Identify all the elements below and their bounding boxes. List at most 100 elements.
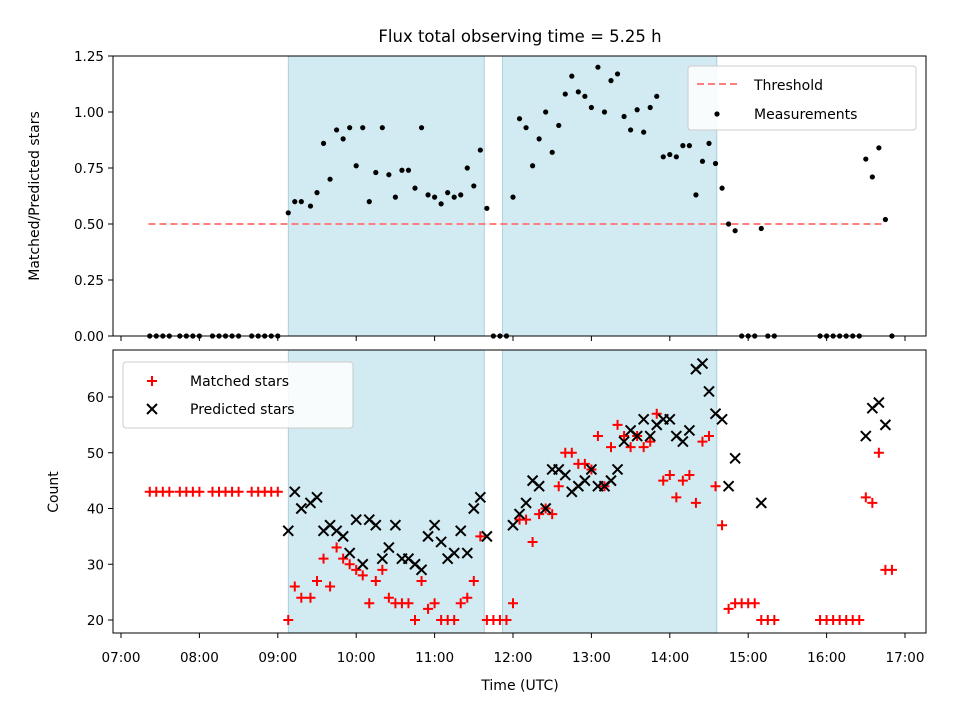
measurement-point — [556, 122, 562, 129]
predicted-star-marker — [644, 430, 656, 442]
predicted-stars-series — [282, 357, 892, 576]
x-tick-label: 09:00 — [258, 650, 297, 666]
x-tick-label: 08:00 — [180, 650, 219, 666]
measurement-point — [510, 194, 516, 200]
x-tick-label: 11:00 — [415, 650, 454, 666]
matched-star-marker — [429, 598, 440, 609]
matched-star-marker — [749, 598, 760, 609]
measurement-point — [536, 136, 542, 142]
predicted-star-marker — [755, 497, 767, 509]
top-plot-frame — [112, 55, 927, 337]
matched-star-marker — [769, 615, 780, 625]
measurement-point — [418, 125, 425, 131]
matched-star-marker — [331, 542, 342, 553]
bottom-x-axis: 07:00 08:00 09:00 10:00 11:00 12:00 13:00 14:00… — [102, 633, 925, 666]
measurement-point — [285, 210, 291, 216]
x-tick-label: 17:00 — [886, 650, 925, 666]
y-tick-label: 40 — [87, 502, 104, 518]
matched-star-marker — [579, 458, 590, 469]
matched-star-marker — [410, 615, 420, 625]
bottom-x-axis-label: Time (UTC) — [480, 678, 558, 694]
measurement-point — [353, 163, 359, 169]
predicted-star-marker — [729, 452, 741, 465]
predicted-star-marker — [289, 486, 301, 498]
measurement-point — [484, 205, 490, 211]
matched-star-marker — [664, 470, 675, 481]
matched-star-marker — [233, 486, 244, 497]
measurement-point — [347, 125, 353, 131]
predicted-star-marker — [722, 480, 735, 492]
matched-star-marker — [697, 436, 708, 447]
predicted-star-marker — [631, 430, 643, 442]
matched-star-marker — [860, 492, 871, 503]
predicted-star-marker — [370, 519, 382, 531]
matched-star-marker — [423, 603, 434, 614]
measurement-point — [595, 64, 601, 70]
matched-star-marker — [619, 431, 630, 442]
matched-star-marker — [527, 536, 538, 547]
measurement-point — [298, 199, 304, 205]
predicted-star-marker — [337, 530, 349, 543]
measurement-point — [530, 163, 536, 169]
matched-star-marker — [553, 481, 564, 492]
matched-star-marker — [547, 509, 558, 520]
predicted-star-marker — [703, 385, 715, 398]
matched-star-marker — [468, 575, 479, 586]
predicted-star-marker — [350, 513, 362, 526]
measurement-point — [693, 192, 699, 198]
x-tick-label: 14:00 — [650, 650, 689, 666]
legend-box — [122, 361, 354, 429]
measurement-point — [614, 71, 621, 77]
measurement-point — [621, 113, 627, 120]
predicted-star-marker — [343, 547, 356, 559]
measurement-point — [582, 93, 588, 99]
matched-star-marker — [296, 592, 307, 603]
measurement-point — [628, 127, 634, 133]
predicted-star-marker — [507, 519, 519, 531]
predicted-star-marker — [448, 547, 460, 559]
y-tick-label: 20 — [87, 613, 104, 629]
measurement-point — [699, 158, 706, 164]
matched-star-marker — [403, 598, 414, 609]
measurement-point — [458, 192, 464, 198]
top-y-axis: 0.00 0.25 0.50 0.75 1.00 1.25 — [74, 49, 113, 345]
legend-threshold-label: Threshold — [753, 78, 823, 94]
chart-title: Flux total observing time = 5.25 h — [378, 27, 661, 46]
y-tick-label: 1.25 — [74, 49, 104, 65]
measurement-point — [686, 143, 693, 149]
measurement-point — [327, 176, 333, 182]
predicted-star-marker — [513, 508, 526, 520]
matched-star-marker — [671, 492, 682, 503]
x-tick-label: 10:00 — [337, 650, 376, 666]
matched-star-marker — [625, 442, 636, 453]
matched-star-marker — [283, 615, 294, 625]
x-tick-label: 15:00 — [729, 650, 768, 666]
matched-star-marker — [651, 408, 662, 419]
matched-star-marker — [338, 553, 349, 564]
matched-star-marker — [638, 442, 649, 453]
matched-star-marker — [566, 447, 577, 458]
matched-star-marker — [873, 447, 884, 458]
measurement-point — [647, 104, 653, 111]
y-tick-label: 0.00 — [74, 329, 104, 345]
predicted-star-marker — [585, 463, 598, 476]
matched-star-marker — [854, 615, 865, 625]
matched-star-marker — [344, 559, 355, 570]
measurement-point — [641, 129, 647, 135]
legend-measurements-label: Measurements — [754, 107, 857, 123]
legend-measurements-swatch — [714, 111, 720, 117]
measurement-point — [379, 125, 385, 131]
matched-star-marker — [886, 564, 897, 575]
matched-star-marker — [305, 592, 316, 603]
matched-star-marker — [370, 575, 381, 586]
matched-star-marker — [704, 431, 714, 442]
x-tick-label: 07:00 — [102, 650, 141, 666]
matched-star-marker — [534, 509, 545, 520]
matched-star-marker — [723, 603, 734, 614]
top-x-axis — [120, 336, 906, 341]
measurement-point — [863, 156, 869, 162]
predicted-star-marker — [461, 547, 473, 559]
measurement-point — [758, 225, 764, 232]
predicted-star-marker — [539, 502, 552, 515]
matched-star-marker — [318, 553, 329, 564]
